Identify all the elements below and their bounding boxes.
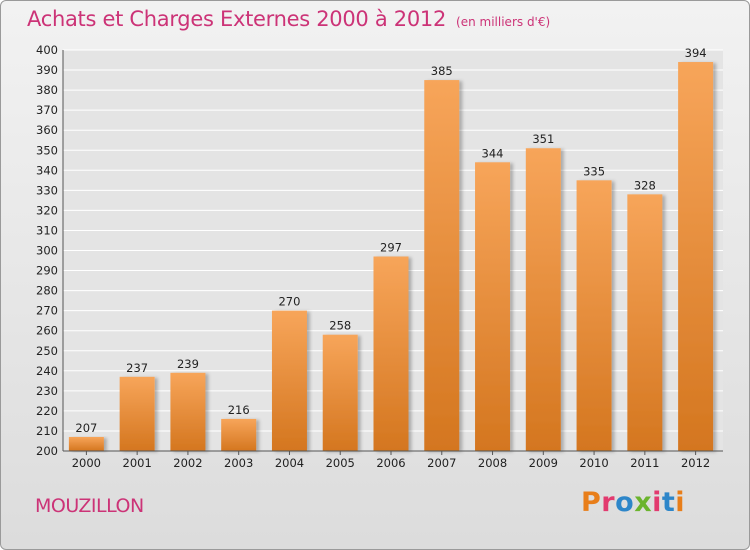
- bar: [170, 372, 206, 451]
- place-name: MOUZILLON: [35, 495, 144, 517]
- data-label: 297: [380, 241, 402, 255]
- y-tick-label: 260: [36, 324, 58, 338]
- y-tick-label: 290: [36, 264, 58, 278]
- data-label: 351: [532, 132, 554, 146]
- y-tick-label: 330: [36, 183, 58, 197]
- data-label: 237: [126, 361, 148, 375]
- logo-letter: x: [634, 487, 653, 518]
- y-tick-label: 380: [36, 83, 58, 97]
- data-label: 239: [177, 357, 199, 371]
- y-tick-label: 360: [36, 123, 58, 137]
- logo-letter: r: [601, 487, 616, 518]
- x-tick-label: 2007: [427, 456, 456, 470]
- y-tick-label: 270: [36, 304, 58, 318]
- x-tick-label: 2010: [579, 456, 608, 470]
- bar: [322, 334, 358, 451]
- logo-letter: o: [615, 487, 635, 518]
- y-tick-label: 320: [36, 203, 58, 217]
- x-tick-label: 2004: [275, 456, 304, 470]
- x-tick-label: 2012: [681, 456, 710, 470]
- y-tick-label: 240: [36, 364, 58, 378]
- y-tick-label: 350: [36, 143, 58, 157]
- chart-subtitle: (en milliers d'€): [456, 15, 551, 29]
- bar: [627, 194, 663, 452]
- y-tick-label: 250: [36, 344, 58, 358]
- data-label: 385: [431, 64, 453, 78]
- logo-letter: P: [581, 487, 602, 518]
- bar: [119, 376, 155, 451]
- y-tick-label: 300: [36, 244, 58, 258]
- bar: [271, 310, 307, 451]
- x-tick-label: 2003: [224, 456, 253, 470]
- bar: [68, 436, 104, 451]
- data-label: 270: [278, 295, 300, 309]
- y-tick-label: 230: [36, 384, 58, 398]
- bar: [373, 256, 409, 451]
- bar: [525, 148, 561, 451]
- data-label: 258: [329, 319, 351, 333]
- data-label: 344: [482, 146, 504, 160]
- x-tick-label: 2000: [72, 456, 101, 470]
- data-label: 328: [634, 178, 656, 192]
- y-tick-label: 220: [36, 404, 58, 418]
- chart-title: Achats et Charges Externes 2000 à 2012: [27, 7, 447, 31]
- y-tick-label: 370: [36, 103, 58, 117]
- bar: [576, 180, 612, 451]
- bar: [678, 62, 714, 451]
- data-label: 216: [228, 403, 250, 417]
- bar: [424, 80, 460, 451]
- x-tick-label: 2009: [529, 456, 558, 470]
- x-tick-label: 2002: [173, 456, 202, 470]
- logo-letter: i: [652, 487, 662, 518]
- bar: [475, 162, 511, 451]
- title-row: Achats et Charges Externes 2000 à 2012 (e…: [27, 7, 550, 31]
- data-label: 335: [583, 164, 605, 178]
- bar: [221, 418, 257, 451]
- data-label: 207: [75, 421, 97, 435]
- y-tick-label: 210: [36, 424, 58, 438]
- y-tick-label: 400: [36, 43, 58, 57]
- proxiti-logo[interactable]: Proxiti: [581, 487, 685, 518]
- y-tick-label: 390: [36, 63, 58, 77]
- x-tick-label: 2006: [376, 456, 405, 470]
- y-tick-label: 340: [36, 163, 58, 177]
- x-tick-label: 2008: [478, 456, 507, 470]
- logo-letter: t: [661, 487, 676, 518]
- data-label: 394: [685, 46, 707, 60]
- y-tick-label: 280: [36, 284, 58, 298]
- y-tick-label: 200: [36, 444, 58, 458]
- x-tick-label: 2005: [326, 456, 355, 470]
- x-tick-label: 2001: [123, 456, 152, 470]
- y-tick-label: 310: [36, 223, 58, 237]
- x-tick-label: 2011: [630, 456, 659, 470]
- logo-letter: i: [675, 487, 686, 518]
